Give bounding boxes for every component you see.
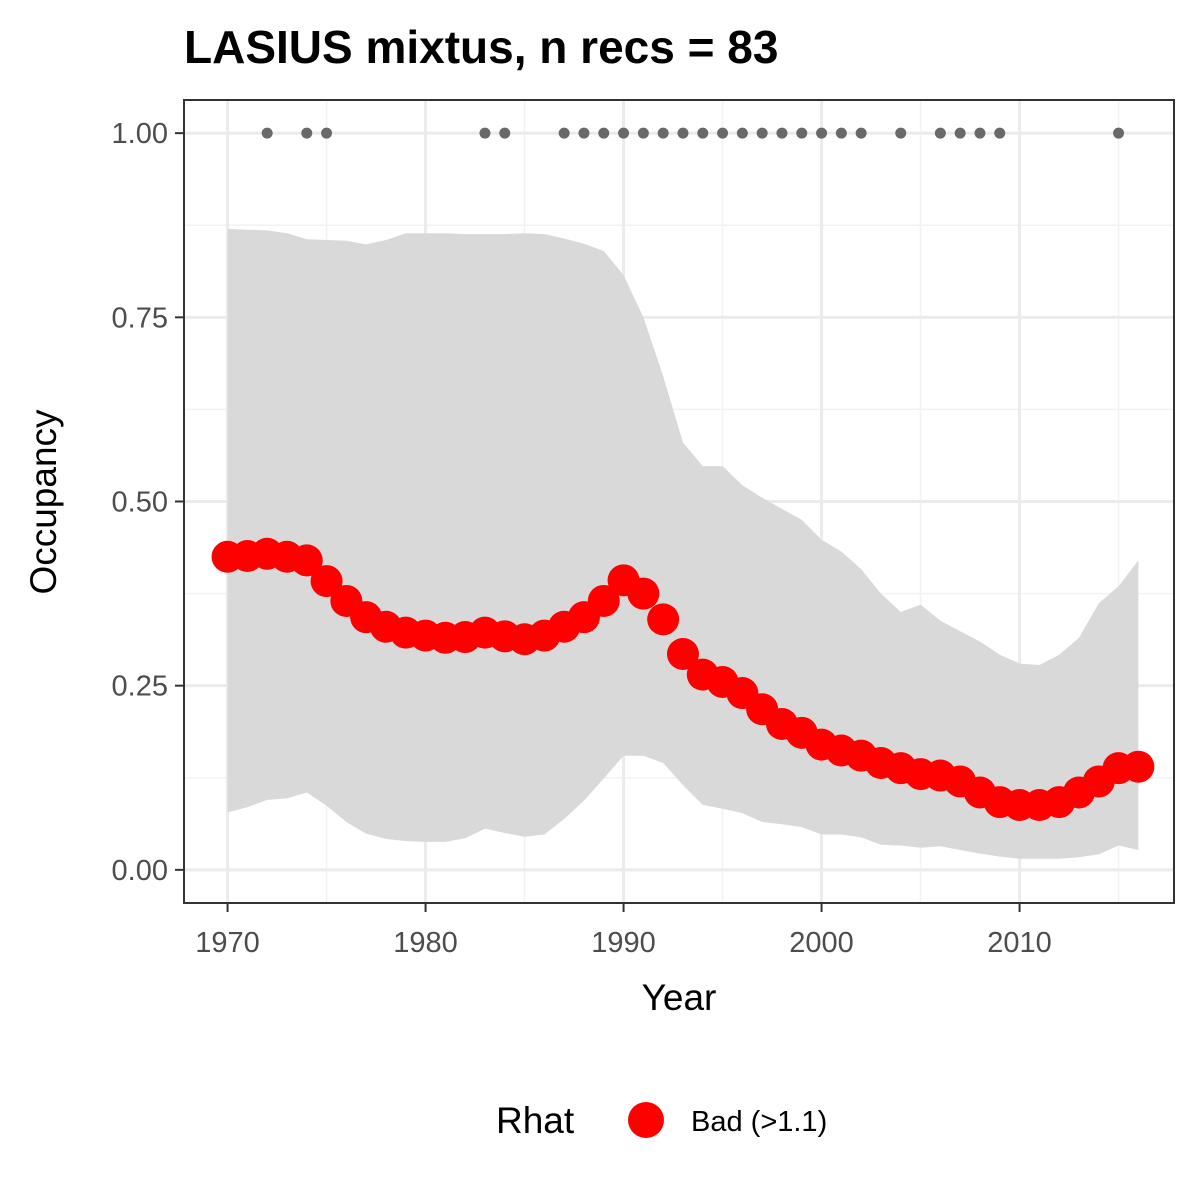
record-point — [558, 127, 570, 139]
record-point — [479, 127, 491, 139]
legend: Rhat Bad (>1.1) — [496, 1100, 827, 1141]
record-point — [301, 127, 313, 139]
record-point — [637, 127, 649, 139]
x-axis-title: Year — [642, 977, 717, 1018]
x-tick-label: 2000 — [789, 927, 854, 959]
x-tick-label: 1990 — [591, 927, 656, 959]
record-point — [954, 127, 966, 139]
record-point — [499, 127, 511, 139]
y-tick-label: 1.00 — [112, 118, 168, 150]
record-point — [934, 127, 946, 139]
record-point — [618, 127, 630, 139]
y-axis: 0.00 0.25 0.50 0.75 1.00 — [112, 118, 184, 887]
record-points — [261, 127, 1125, 139]
plot-panel — [183, 99, 1175, 904]
x-tick-label: 1970 — [195, 927, 260, 959]
record-point — [756, 127, 768, 139]
occupancy-point — [1122, 750, 1155, 783]
record-point — [1113, 127, 1125, 139]
y-tick-label: 0.75 — [112, 302, 168, 334]
record-point — [261, 127, 273, 139]
chart-title: LASIUS mixtus, n recs = 83 — [184, 21, 778, 73]
occupancy-point — [587, 584, 620, 617]
record-point — [697, 127, 709, 139]
legend-key-circle — [628, 1102, 664, 1138]
occupancy-point — [290, 544, 323, 577]
record-point — [657, 127, 669, 139]
y-tick-label: 0.00 — [112, 855, 168, 887]
record-point — [677, 127, 689, 139]
occupancy-point — [666, 637, 699, 670]
record-point — [994, 127, 1006, 139]
record-point — [816, 127, 828, 139]
record-point — [855, 127, 867, 139]
y-tick-label: 0.25 — [112, 671, 168, 703]
record-point — [736, 127, 748, 139]
record-point — [717, 127, 729, 139]
y-tick-label: 0.50 — [112, 487, 168, 519]
record-point — [598, 127, 610, 139]
occupancy-point — [627, 577, 660, 610]
legend-title: Rhat — [496, 1100, 575, 1141]
x-tick-label: 2010 — [987, 927, 1052, 959]
y-axis-title: Occupancy — [23, 409, 64, 595]
x-axis: 1970 1980 1990 2000 2010 — [195, 903, 1052, 959]
record-point — [835, 127, 847, 139]
record-point — [974, 127, 986, 139]
record-point — [321, 127, 333, 139]
occupancy-point — [647, 603, 680, 636]
mean-occupancy-points — [211, 537, 1155, 822]
legend-label: Bad (>1.1) — [691, 1106, 827, 1138]
record-point — [776, 127, 788, 139]
record-point — [796, 127, 808, 139]
occupancy-point — [310, 565, 343, 598]
record-point — [895, 127, 907, 139]
x-tick-label: 1980 — [393, 927, 458, 959]
record-point — [578, 127, 590, 139]
credible-interval-ribbon — [227, 228, 1139, 859]
